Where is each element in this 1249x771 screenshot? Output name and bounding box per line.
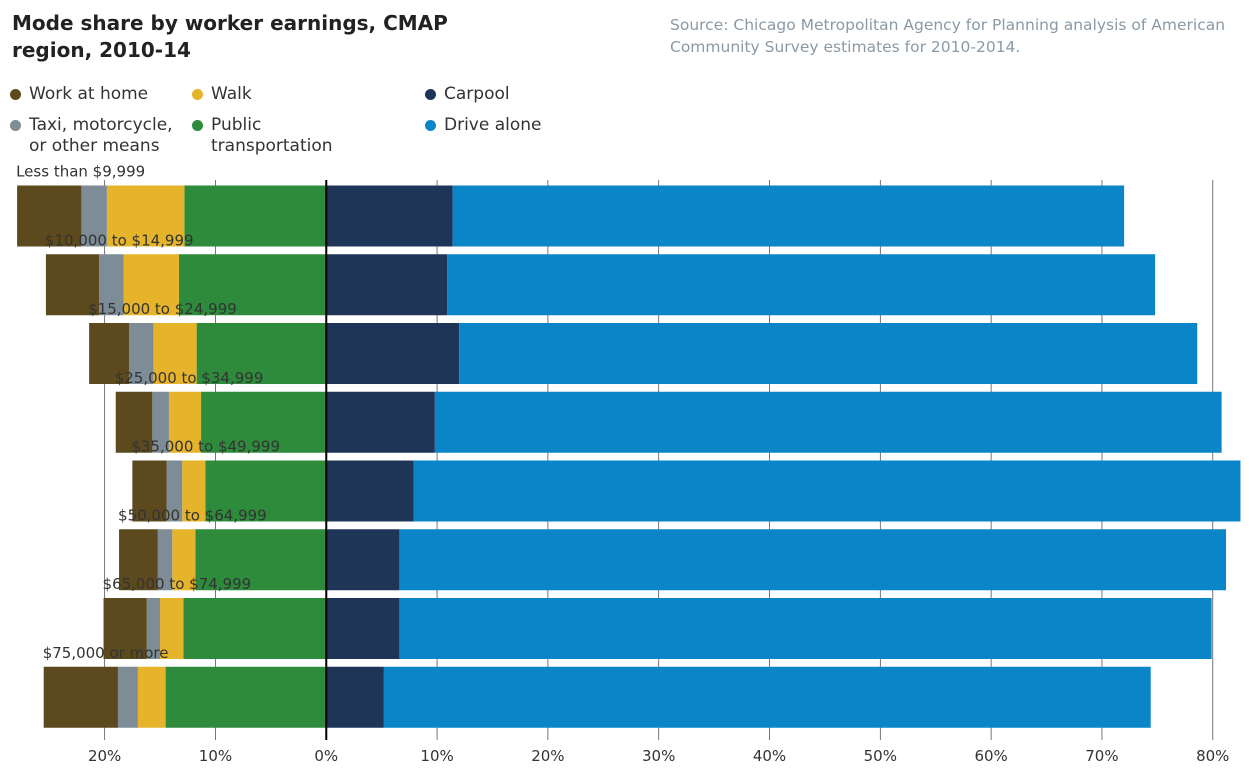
bar-segment	[132, 460, 167, 522]
legend-swatch	[192, 89, 203, 100]
legend-swatch	[192, 120, 203, 131]
x-tick-label: 20%	[531, 747, 564, 765]
category-label: $10,000 to $14,999	[45, 231, 194, 249]
legend-swatch	[425, 120, 436, 131]
legend-label: Taxi, motorcycle, or other means	[29, 115, 173, 156]
legend-label: Public transportation	[211, 115, 333, 156]
legend-swatch	[10, 89, 21, 100]
bar-segment	[383, 666, 1151, 728]
bar-segment	[178, 254, 327, 316]
legend-label: Carpool	[444, 84, 510, 104]
bar-segment	[106, 185, 185, 247]
x-tick-label: 30%	[642, 747, 675, 765]
bar-segment	[201, 391, 327, 453]
category-label: Less than $9,999	[16, 163, 145, 181]
legend-item: Drive alone	[425, 115, 625, 157]
category-label: $25,000 to $34,999	[115, 369, 264, 387]
legend-item: Carpool	[425, 84, 625, 105]
bar-segment	[172, 529, 196, 591]
x-tick-label: 10%	[420, 747, 453, 765]
bar-segment	[182, 460, 206, 522]
bar-segment	[123, 254, 179, 316]
bar-segment	[326, 391, 435, 453]
bar-segment	[165, 666, 327, 728]
bar-segment	[146, 598, 161, 659]
bar-segment	[326, 254, 448, 316]
bar-segment	[99, 254, 124, 316]
legend-label: Work at home	[29, 84, 149, 104]
bar-segment	[103, 598, 147, 659]
bar-segment	[117, 666, 138, 728]
bar-segment	[183, 598, 327, 659]
bar-segment	[17, 185, 82, 247]
bar-segment	[166, 460, 183, 522]
bar-segment	[115, 391, 153, 453]
x-tick-label: 80%	[1196, 747, 1229, 765]
bar-segment	[160, 598, 184, 659]
x-tick-label: 0%	[314, 747, 338, 765]
bar-segment	[452, 185, 1125, 247]
bar-segment	[447, 254, 1156, 316]
x-tick-label: 40%	[753, 747, 786, 765]
bar-segment	[168, 391, 202, 453]
legend: Public transportation Walk Taxi, motorcycl…	[10, 84, 625, 157]
bar-segment	[129, 323, 154, 384]
legend-item: Public transportation	[192, 115, 425, 157]
bar-segment	[119, 529, 158, 591]
legend-label: Walk	[211, 84, 252, 104]
bar-segment	[459, 323, 1198, 384]
bar-segment	[43, 666, 118, 728]
bar-segment	[196, 323, 327, 384]
legend-item: Taxi, motorcycle, or other means	[10, 115, 192, 157]
bar-segment	[326, 323, 460, 384]
bar-segment	[413, 460, 1241, 522]
category-label: $65,000 to $74,999	[103, 575, 252, 593]
legend-item: Work at home	[10, 84, 192, 105]
category-label: $75,000 or more	[43, 644, 169, 662]
bar-segment	[45, 254, 100, 316]
bar-segment	[326, 666, 384, 728]
bar-segment	[153, 323, 197, 384]
bar-segment	[89, 323, 130, 384]
category-label: $35,000 to $49,999	[131, 438, 280, 456]
legend-item: Walk	[192, 84, 425, 105]
x-tick-label: 60%	[974, 747, 1007, 765]
x-tick-label: 20%	[88, 747, 121, 765]
bar-segment	[157, 529, 173, 591]
bar-segment	[137, 666, 166, 728]
x-tick-label: 70%	[1085, 747, 1118, 765]
legend-swatch	[425, 89, 436, 100]
bar-segment	[326, 460, 414, 522]
x-tick-label: 10%	[199, 747, 232, 765]
bar-segment	[184, 185, 327, 247]
bar-segment	[326, 529, 400, 591]
bar-segment	[195, 529, 327, 591]
bar-segment	[326, 185, 453, 247]
x-tick-label: 50%	[864, 747, 897, 765]
category-label: $15,000 to $24,999	[88, 300, 237, 318]
chart-title: Mode share by worker earnings, CMAP regi…	[12, 11, 448, 62]
bar-segment	[205, 460, 327, 522]
bar-segment	[399, 598, 1212, 659]
bar-segment	[326, 598, 400, 659]
source-note: Source: Chicago Metropolitan Agency for …	[670, 16, 1226, 56]
bar-segment	[152, 391, 169, 453]
legend-label: Drive alone	[444, 115, 542, 135]
bar-segment	[399, 529, 1227, 591]
category-label: $50,000 to $64,999	[118, 506, 267, 524]
legend-swatch	[10, 120, 21, 131]
bar-segment	[81, 185, 107, 247]
bar-segment	[434, 391, 1222, 453]
